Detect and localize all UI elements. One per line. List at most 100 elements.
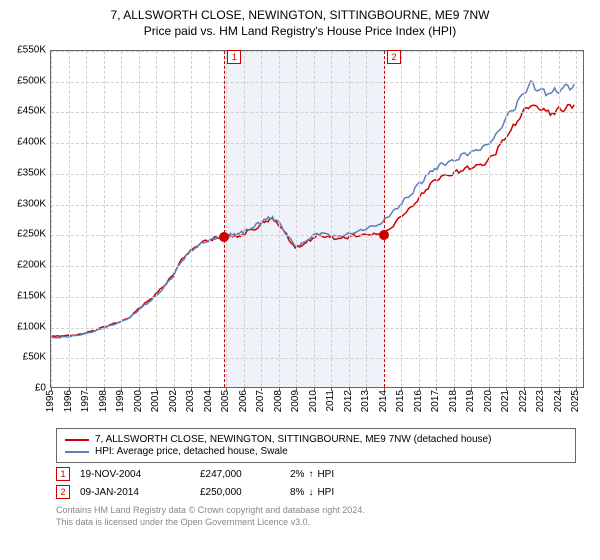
x-tick-label: 1999 xyxy=(115,390,126,412)
sale-price: £250,000 xyxy=(200,487,280,498)
arrow-icon: ↓ xyxy=(308,487,313,498)
gridline-v xyxy=(209,51,210,387)
legend-item: HPI: Average price, detached house, Swal… xyxy=(65,446,567,457)
x-tick-label: 2015 xyxy=(395,390,406,412)
sale-date: 09-JAN-2014 xyxy=(80,487,190,498)
sale-marker-line xyxy=(224,51,225,387)
line-series-svg xyxy=(51,51,583,387)
gridline-v xyxy=(506,51,507,387)
plot-area: 12 xyxy=(50,50,584,388)
gridline-h xyxy=(51,174,583,175)
x-tick-label: 2022 xyxy=(518,390,529,412)
x-tick-label: 2024 xyxy=(553,390,564,412)
sale-delta: 2%↑HPI xyxy=(290,469,380,480)
gridline-v xyxy=(454,51,455,387)
legend: 7, ALLSWORTH CLOSE, NEWINGTON, SITTINGBO… xyxy=(56,428,576,463)
gridline-v xyxy=(366,51,367,387)
sale-point xyxy=(379,230,389,240)
x-tick-label: 1997 xyxy=(80,390,91,412)
gridline-h xyxy=(51,358,583,359)
x-tick-label: 2012 xyxy=(343,390,354,412)
x-tick-label: 2025 xyxy=(570,390,581,412)
footer-line1: Contains HM Land Registry data © Crown c… xyxy=(56,505,588,517)
gridline-h xyxy=(51,266,583,267)
gridline-v xyxy=(419,51,420,387)
sale-delta-pct: 2% xyxy=(290,469,304,480)
gridline-h xyxy=(51,51,583,52)
gridline-v xyxy=(174,51,175,387)
y-tick-label: £450K xyxy=(6,106,46,117)
gridline-v xyxy=(86,51,87,387)
gridline-v xyxy=(191,51,192,387)
gridline-h xyxy=(51,112,583,113)
x-tick-label: 2006 xyxy=(238,390,249,412)
gridline-h xyxy=(51,82,583,83)
x-tick-label: 2019 xyxy=(465,390,476,412)
gridline-v xyxy=(436,51,437,387)
gridline-v xyxy=(471,51,472,387)
x-tick-label: 2016 xyxy=(413,390,424,412)
sale-price: £247,000 xyxy=(200,469,280,480)
gridline-h xyxy=(51,235,583,236)
gridline-v xyxy=(524,51,525,387)
gridline-v xyxy=(279,51,280,387)
sale-marker-badge: 2 xyxy=(387,50,401,64)
x-tick-label: 2010 xyxy=(308,390,319,412)
series-line-hpi xyxy=(51,81,574,338)
y-tick-label: £500K xyxy=(6,75,46,86)
chart-outer: £0£50K£100K£150K£200K£250K£300K£350K£400… xyxy=(6,44,594,424)
footer-attribution: Contains HM Land Registry data © Crown c… xyxy=(56,505,588,528)
sale-delta-label: HPI xyxy=(317,487,334,498)
legend-label: 7, ALLSWORTH CLOSE, NEWINGTON, SITTINGBO… xyxy=(95,434,491,445)
sale-marker-line xyxy=(384,51,385,387)
gridline-v xyxy=(104,51,105,387)
series-line-property xyxy=(51,105,574,337)
y-tick-label: £250K xyxy=(6,229,46,240)
sale-delta-pct: 8% xyxy=(290,487,304,498)
y-tick-label: £0 xyxy=(6,383,46,394)
x-tick-label: 2018 xyxy=(448,390,459,412)
gridline-v xyxy=(244,51,245,387)
x-tick-label: 1995 xyxy=(45,390,56,412)
footer-line2: This data is licensed under the Open Gov… xyxy=(56,517,588,529)
x-tick-label: 1996 xyxy=(63,390,74,412)
x-tick-label: 2023 xyxy=(535,390,546,412)
gridline-v xyxy=(51,51,52,387)
y-tick-label: £150K xyxy=(6,290,46,301)
gridline-h xyxy=(51,328,583,329)
x-tick-label: 2005 xyxy=(220,390,231,412)
sale-delta-label: HPI xyxy=(317,469,334,480)
sale-row: 2 09-JAN-2014 £250,000 8% ↓ HPI xyxy=(56,485,588,499)
y-tick-label: £300K xyxy=(6,198,46,209)
gridline-v xyxy=(559,51,560,387)
sales-table: 119-NOV-2004£247,0002%↑HPI209-JAN-2014£2… xyxy=(6,467,594,499)
y-tick-label: £100K xyxy=(6,321,46,332)
x-tick-label: 2004 xyxy=(203,390,214,412)
x-tick-label: 2014 xyxy=(378,390,389,412)
x-tick-label: 2017 xyxy=(430,390,441,412)
x-tick-label: 1998 xyxy=(98,390,109,412)
sale-badge: 1 xyxy=(56,467,70,481)
x-tick-label: 2003 xyxy=(185,390,196,412)
x-tick-label: 2020 xyxy=(483,390,494,412)
gridline-v xyxy=(226,51,227,387)
y-tick-label: £400K xyxy=(6,137,46,148)
legend-item: 7, ALLSWORTH CLOSE, NEWINGTON, SITTINGBO… xyxy=(65,434,567,445)
y-tick-label: £200K xyxy=(6,260,46,271)
gridline-v xyxy=(401,51,402,387)
sale-badge: 2 xyxy=(56,485,70,499)
sale-point xyxy=(219,232,229,242)
legend-swatch xyxy=(65,439,89,441)
gridline-v xyxy=(541,51,542,387)
x-tick-label: 2000 xyxy=(133,390,144,412)
gridline-h xyxy=(51,205,583,206)
x-tick-label: 2007 xyxy=(255,390,266,412)
x-tick-label: 2008 xyxy=(273,390,284,412)
y-tick-label: £550K xyxy=(6,45,46,56)
x-tick-label: 2002 xyxy=(168,390,179,412)
chart-title: 7, ALLSWORTH CLOSE, NEWINGTON, SITTINGBO… xyxy=(6,8,594,22)
gridline-v xyxy=(314,51,315,387)
gridline-v xyxy=(349,51,350,387)
x-tick-label: 2021 xyxy=(500,390,511,412)
gridline-v xyxy=(331,51,332,387)
